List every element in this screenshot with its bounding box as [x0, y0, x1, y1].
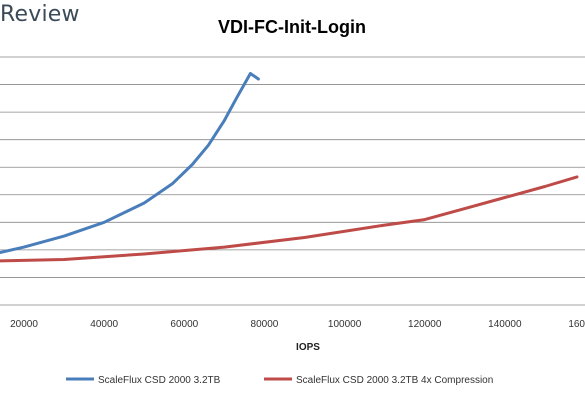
x-tick-label: 80000 — [251, 319, 279, 330]
x-tick-label: 40000 — [90, 319, 118, 330]
series-line-1 — [0, 72, 260, 255]
series-line-2 — [0, 175, 579, 263]
x-tick-label: 60000 — [170, 319, 198, 330]
x-tick-label: 20000 — [10, 319, 38, 330]
chart-title: VDI-FC-Init-Login — [218, 17, 366, 37]
legend-label-2: ScaleFlux CSD 2000 3.2TB 4x Compression — [296, 375, 493, 386]
x-axis-label: IOPS — [296, 342, 320, 353]
x-axis-ticks: 20000 40000 60000 80000 100000 120000 140000 16… — [10, 319, 585, 330]
x-tick-label: 120000 — [408, 319, 442, 330]
legend-label-1: ScaleFlux CSD 2000 3.2TB — [98, 375, 221, 386]
legend: ScaleFlux CSD 2000 3.2TB ScaleFlux CSD 20… — [66, 375, 493, 386]
brand-wordmark: Review — [0, 2, 80, 27]
x-tick-label: 100000 — [328, 319, 362, 330]
series-lines — [0, 72, 579, 263]
gridlines — [0, 56, 585, 306]
x-tick-label: 140000 — [488, 319, 522, 330]
x-tick-label: 160000 — [568, 319, 585, 330]
